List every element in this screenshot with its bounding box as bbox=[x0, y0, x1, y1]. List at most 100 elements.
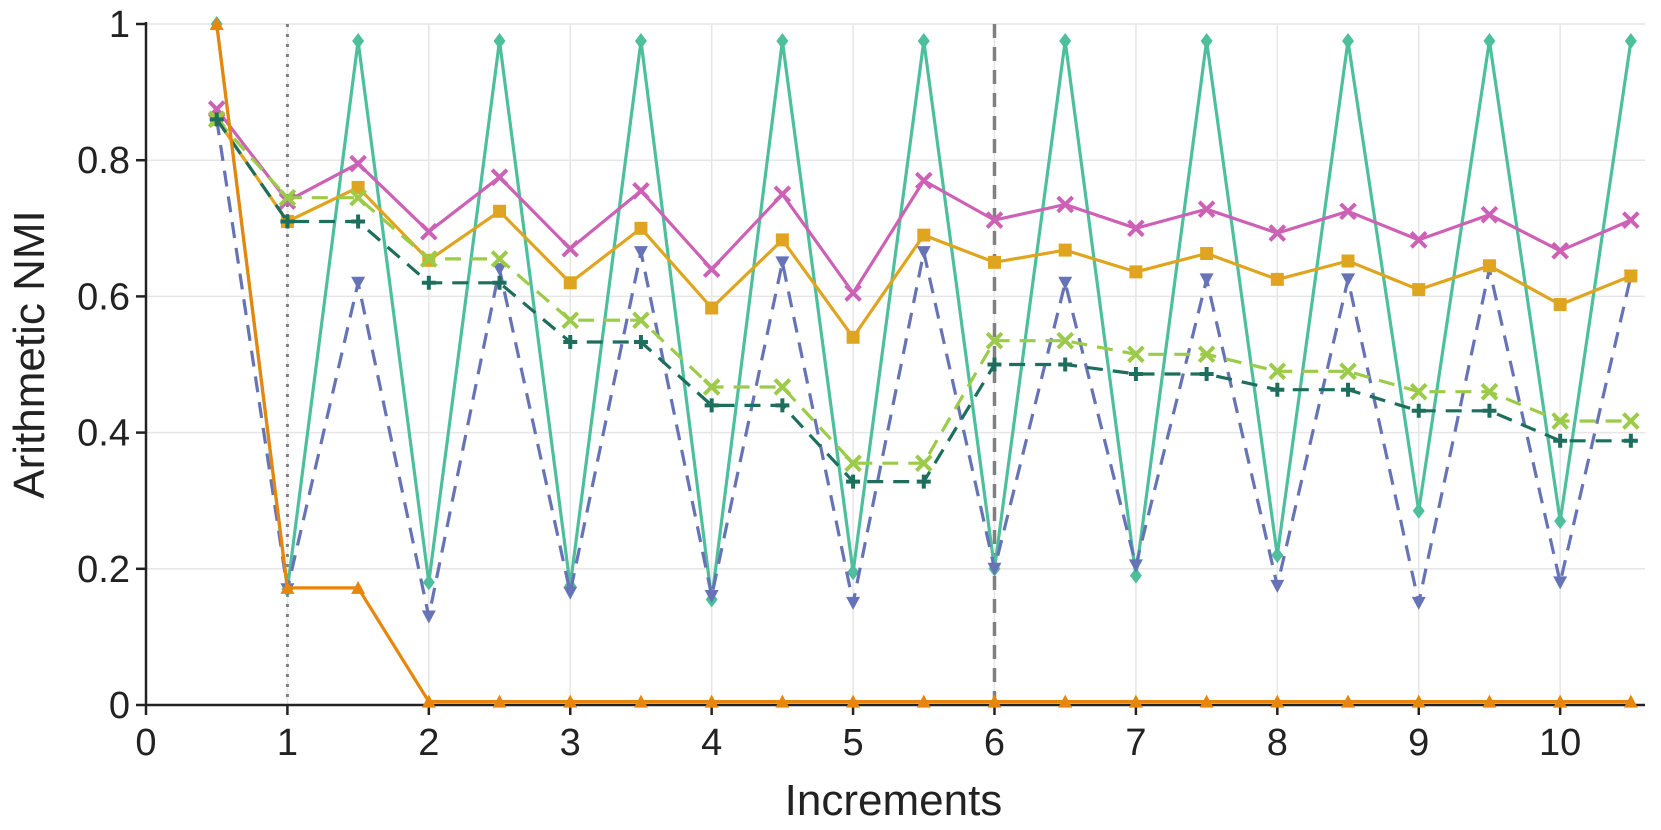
series-darkgreen-plus bbox=[209, 112, 1638, 489]
triangle-up-marker bbox=[1199, 694, 1214, 708]
x-marker bbox=[1056, 195, 1075, 214]
plus-marker bbox=[775, 398, 790, 413]
x-marker bbox=[349, 154, 367, 173]
x-marker bbox=[278, 188, 297, 207]
x-marker bbox=[702, 260, 721, 278]
x-marker bbox=[702, 378, 721, 396]
plus-marker bbox=[633, 335, 648, 350]
triangle-up-marker bbox=[563, 694, 578, 708]
triangle-down-marker bbox=[563, 586, 578, 600]
triangle-down-marker bbox=[775, 256, 790, 270]
triangle-down-marker bbox=[1553, 576, 1568, 590]
diamond-marker bbox=[1624, 33, 1637, 50]
triangle-up-marker bbox=[1128, 694, 1143, 708]
square-marker bbox=[1200, 246, 1214, 260]
x-marker bbox=[1339, 362, 1357, 381]
x-marker bbox=[561, 239, 580, 258]
diamond-marker bbox=[422, 574, 435, 591]
y-axis-title: Arithmetic NMI bbox=[5, 210, 54, 498]
diamond-marker bbox=[1129, 567, 1142, 584]
square-marker bbox=[987, 255, 1001, 269]
plus-marker bbox=[209, 112, 224, 127]
triangle-up-marker bbox=[1411, 694, 1426, 708]
series-layer bbox=[207, 16, 1640, 708]
diamond-marker bbox=[847, 564, 860, 581]
x-marker bbox=[1551, 412, 1569, 430]
plus-marker bbox=[1128, 367, 1143, 382]
plus-marker bbox=[1411, 403, 1426, 418]
triangle-up-marker bbox=[351, 580, 366, 594]
diamond-marker bbox=[1200, 33, 1213, 50]
x-tick-label: 5 bbox=[843, 722, 864, 764]
square-marker bbox=[775, 233, 789, 247]
plus-marker bbox=[987, 357, 1002, 372]
diamond-marker bbox=[776, 33, 789, 50]
x-marker bbox=[1339, 202, 1357, 221]
x-marker bbox=[349, 188, 367, 207]
plus-marker bbox=[351, 214, 366, 229]
triangle-down-marker bbox=[1128, 559, 1143, 573]
triangle-down-marker bbox=[1058, 276, 1073, 290]
square-marker bbox=[493, 204, 507, 218]
triangle-down-marker bbox=[1270, 579, 1285, 593]
x-tick-label: 10 bbox=[1539, 722, 1581, 764]
series-magenta-x bbox=[207, 100, 1640, 302]
series-orange-triangle-up bbox=[209, 17, 1638, 708]
plus-marker bbox=[704, 398, 719, 413]
triangle-up-marker bbox=[846, 694, 861, 708]
diamond-marker bbox=[1059, 33, 1072, 50]
plus-marker bbox=[1341, 382, 1356, 397]
diamond-marker bbox=[1271, 547, 1284, 564]
triangle-up-marker bbox=[492, 694, 507, 708]
plus-marker bbox=[492, 275, 507, 290]
x-marker bbox=[1622, 412, 1640, 430]
triangle-down-marker bbox=[916, 246, 931, 260]
diamond-marker bbox=[493, 33, 506, 50]
square-marker bbox=[705, 301, 719, 315]
triangle-up-marker bbox=[1553, 694, 1568, 708]
x-marker bbox=[1480, 382, 1499, 401]
triangle-up-marker bbox=[421, 694, 436, 708]
x-marker bbox=[1127, 345, 1145, 364]
x-marker bbox=[1268, 224, 1287, 242]
square-marker bbox=[634, 221, 648, 235]
x-marker bbox=[773, 378, 792, 396]
diamond-marker bbox=[1412, 502, 1425, 519]
series-lime-x-dashed bbox=[207, 110, 1640, 473]
triangle-down-marker bbox=[492, 263, 507, 277]
plus-marker bbox=[280, 214, 295, 229]
triangle-up-marker bbox=[775, 694, 790, 708]
plus-marker bbox=[1058, 357, 1073, 372]
square-marker bbox=[1624, 269, 1638, 283]
square-marker bbox=[563, 276, 577, 290]
x-tick-label: 6 bbox=[984, 722, 1005, 764]
x-marker bbox=[914, 171, 933, 190]
axes: 0 1 2 3 4 5 6 7 8 9 10 0 0.2 0.4 0.6 0.8 1 bbox=[77, 4, 1645, 764]
y-tick-label: 0 bbox=[109, 685, 130, 727]
triangle-up-marker bbox=[1341, 694, 1356, 708]
triangle-up-marker bbox=[1623, 694, 1638, 708]
plus-marker bbox=[1482, 403, 1497, 418]
triangle-down-marker bbox=[1411, 596, 1426, 610]
triangle-down-marker bbox=[1199, 273, 1214, 287]
triangle-up-marker bbox=[1270, 694, 1285, 708]
x-marker bbox=[1127, 219, 1145, 238]
x-marker bbox=[985, 211, 1004, 229]
square-marker bbox=[1412, 283, 1426, 297]
x-tick-label: 9 bbox=[1408, 722, 1429, 764]
triangle-down-marker bbox=[633, 246, 648, 260]
x-tick-label: 8 bbox=[1267, 722, 1288, 764]
x-tick-label: 1 bbox=[277, 722, 298, 764]
x-marker bbox=[844, 454, 862, 473]
triangle-down-marker bbox=[846, 596, 861, 610]
x-tick-label: 4 bbox=[701, 722, 722, 764]
x-marker bbox=[844, 284, 862, 302]
x-marker bbox=[1622, 211, 1640, 229]
y-tick-label: 0.8 bbox=[77, 140, 130, 182]
x-axis-title: Increments bbox=[785, 776, 1003, 825]
triangle-up-marker bbox=[987, 694, 1002, 708]
square-marker bbox=[1341, 254, 1355, 268]
diamond-marker bbox=[1483, 33, 1496, 50]
square-marker bbox=[1058, 243, 1072, 257]
